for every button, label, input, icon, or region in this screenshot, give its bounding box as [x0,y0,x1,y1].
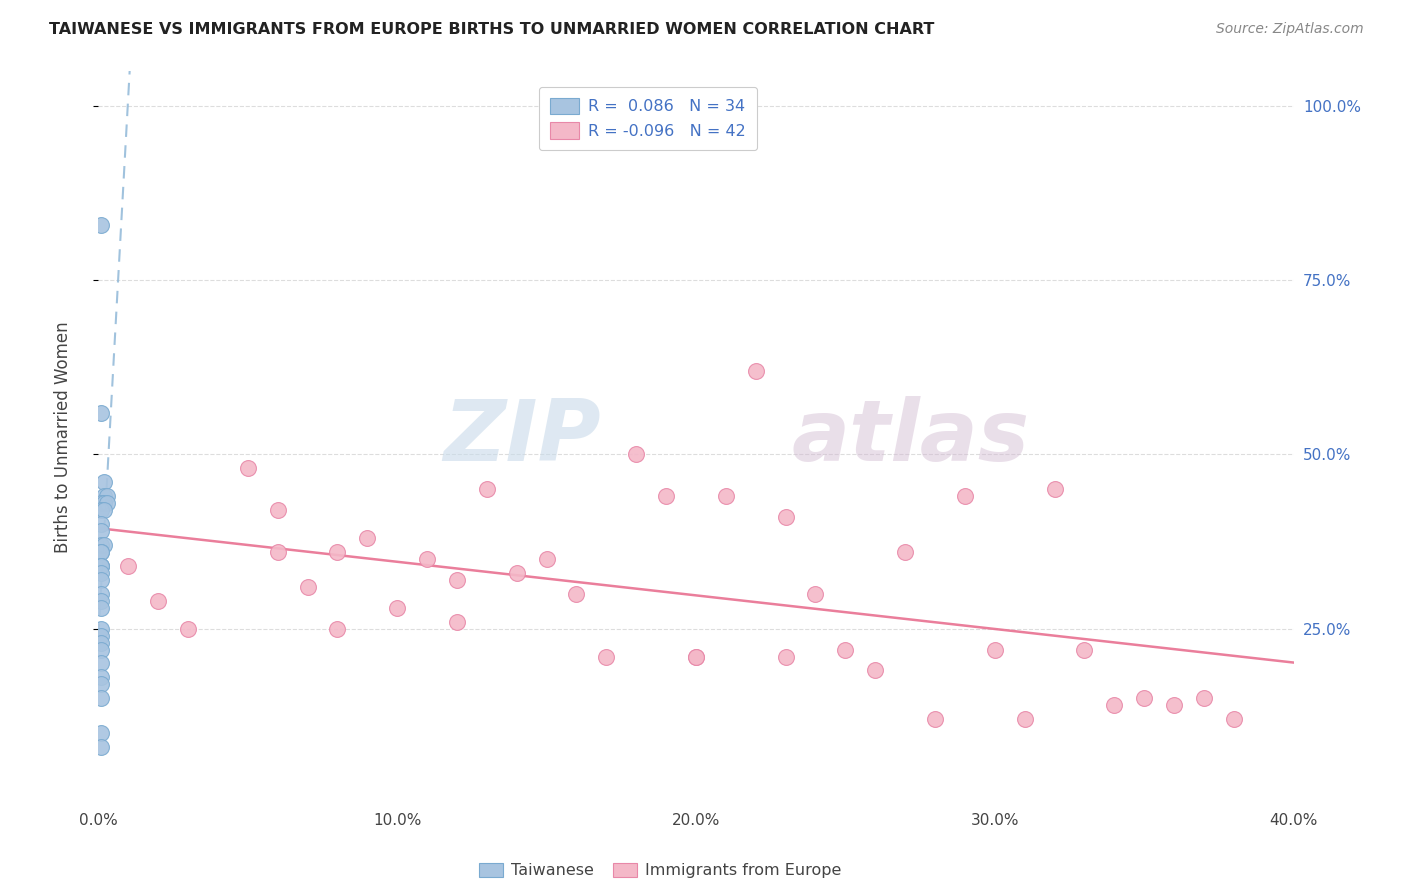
Point [1014,712,1036,726]
Point [1223,712,1246,726]
Point [1043,483,1066,497]
Point [90,538,112,552]
Point [655,489,678,503]
Point [356,531,378,545]
Point [1192,691,1215,706]
Point [416,552,439,566]
Point [90,629,112,643]
Y-axis label: Births to Unmarried Women: Births to Unmarried Women [53,321,72,553]
Point [90,635,112,649]
Point [90,545,112,559]
Text: Source: ZipAtlas.com: Source: ZipAtlas.com [1216,22,1364,37]
Point [90,573,112,587]
Point [93,538,115,552]
Point [90,587,112,601]
Point [953,489,976,503]
Point [385,600,409,615]
Point [90,670,112,684]
Point [90,503,112,517]
Text: ZIP: ZIP [443,395,600,479]
Point [90,524,112,538]
Point [894,545,917,559]
Point [90,558,112,573]
Point [326,622,349,636]
Point [745,364,768,378]
Point [446,615,468,629]
Text: TAIWANESE VS IMMIGRANTS FROM EUROPE BIRTHS TO UNMARRIED WOMEN CORRELATION CHART: TAIWANESE VS IMMIGRANTS FROM EUROPE BIRT… [49,22,935,37]
Point [117,558,139,573]
Point [685,649,707,664]
Point [90,600,112,615]
Point [90,677,112,691]
Point [90,496,112,510]
Point [1104,698,1126,713]
Point [177,622,200,636]
Point [536,552,558,566]
Point [446,573,468,587]
Point [714,489,737,503]
Point [506,566,529,580]
Point [90,740,112,755]
Point [96,496,118,510]
Point [326,545,349,559]
Point [148,594,170,608]
Point [236,461,259,475]
Point [775,649,797,664]
Point [93,503,115,517]
Point [90,594,112,608]
Point [475,483,498,497]
Point [924,712,946,726]
Point [93,489,115,503]
Point [90,558,112,573]
Point [90,406,112,420]
Point [865,664,887,678]
Point [1133,691,1156,706]
Point [984,642,1007,657]
Point [90,726,112,740]
Point [297,580,319,594]
Point [90,642,112,657]
Point [267,503,290,517]
Point [93,496,115,510]
Point [90,657,112,671]
Point [267,545,290,559]
Point [834,642,856,657]
Point [595,649,617,664]
Point [90,517,112,532]
Legend: Taiwanese, Immigrants from Europe: Taiwanese, Immigrants from Europe [471,855,849,887]
Text: atlas: atlas [792,395,1029,479]
Point [1163,698,1185,713]
Point [90,622,112,636]
Point [804,587,827,601]
Point [626,448,648,462]
Point [93,475,115,490]
Point [96,489,118,503]
Point [90,218,112,232]
Point [90,545,112,559]
Point [1073,642,1095,657]
Point [565,587,588,601]
Point [90,558,112,573]
Point [90,691,112,706]
Point [775,510,797,524]
Point [90,566,112,580]
Point [685,649,707,664]
